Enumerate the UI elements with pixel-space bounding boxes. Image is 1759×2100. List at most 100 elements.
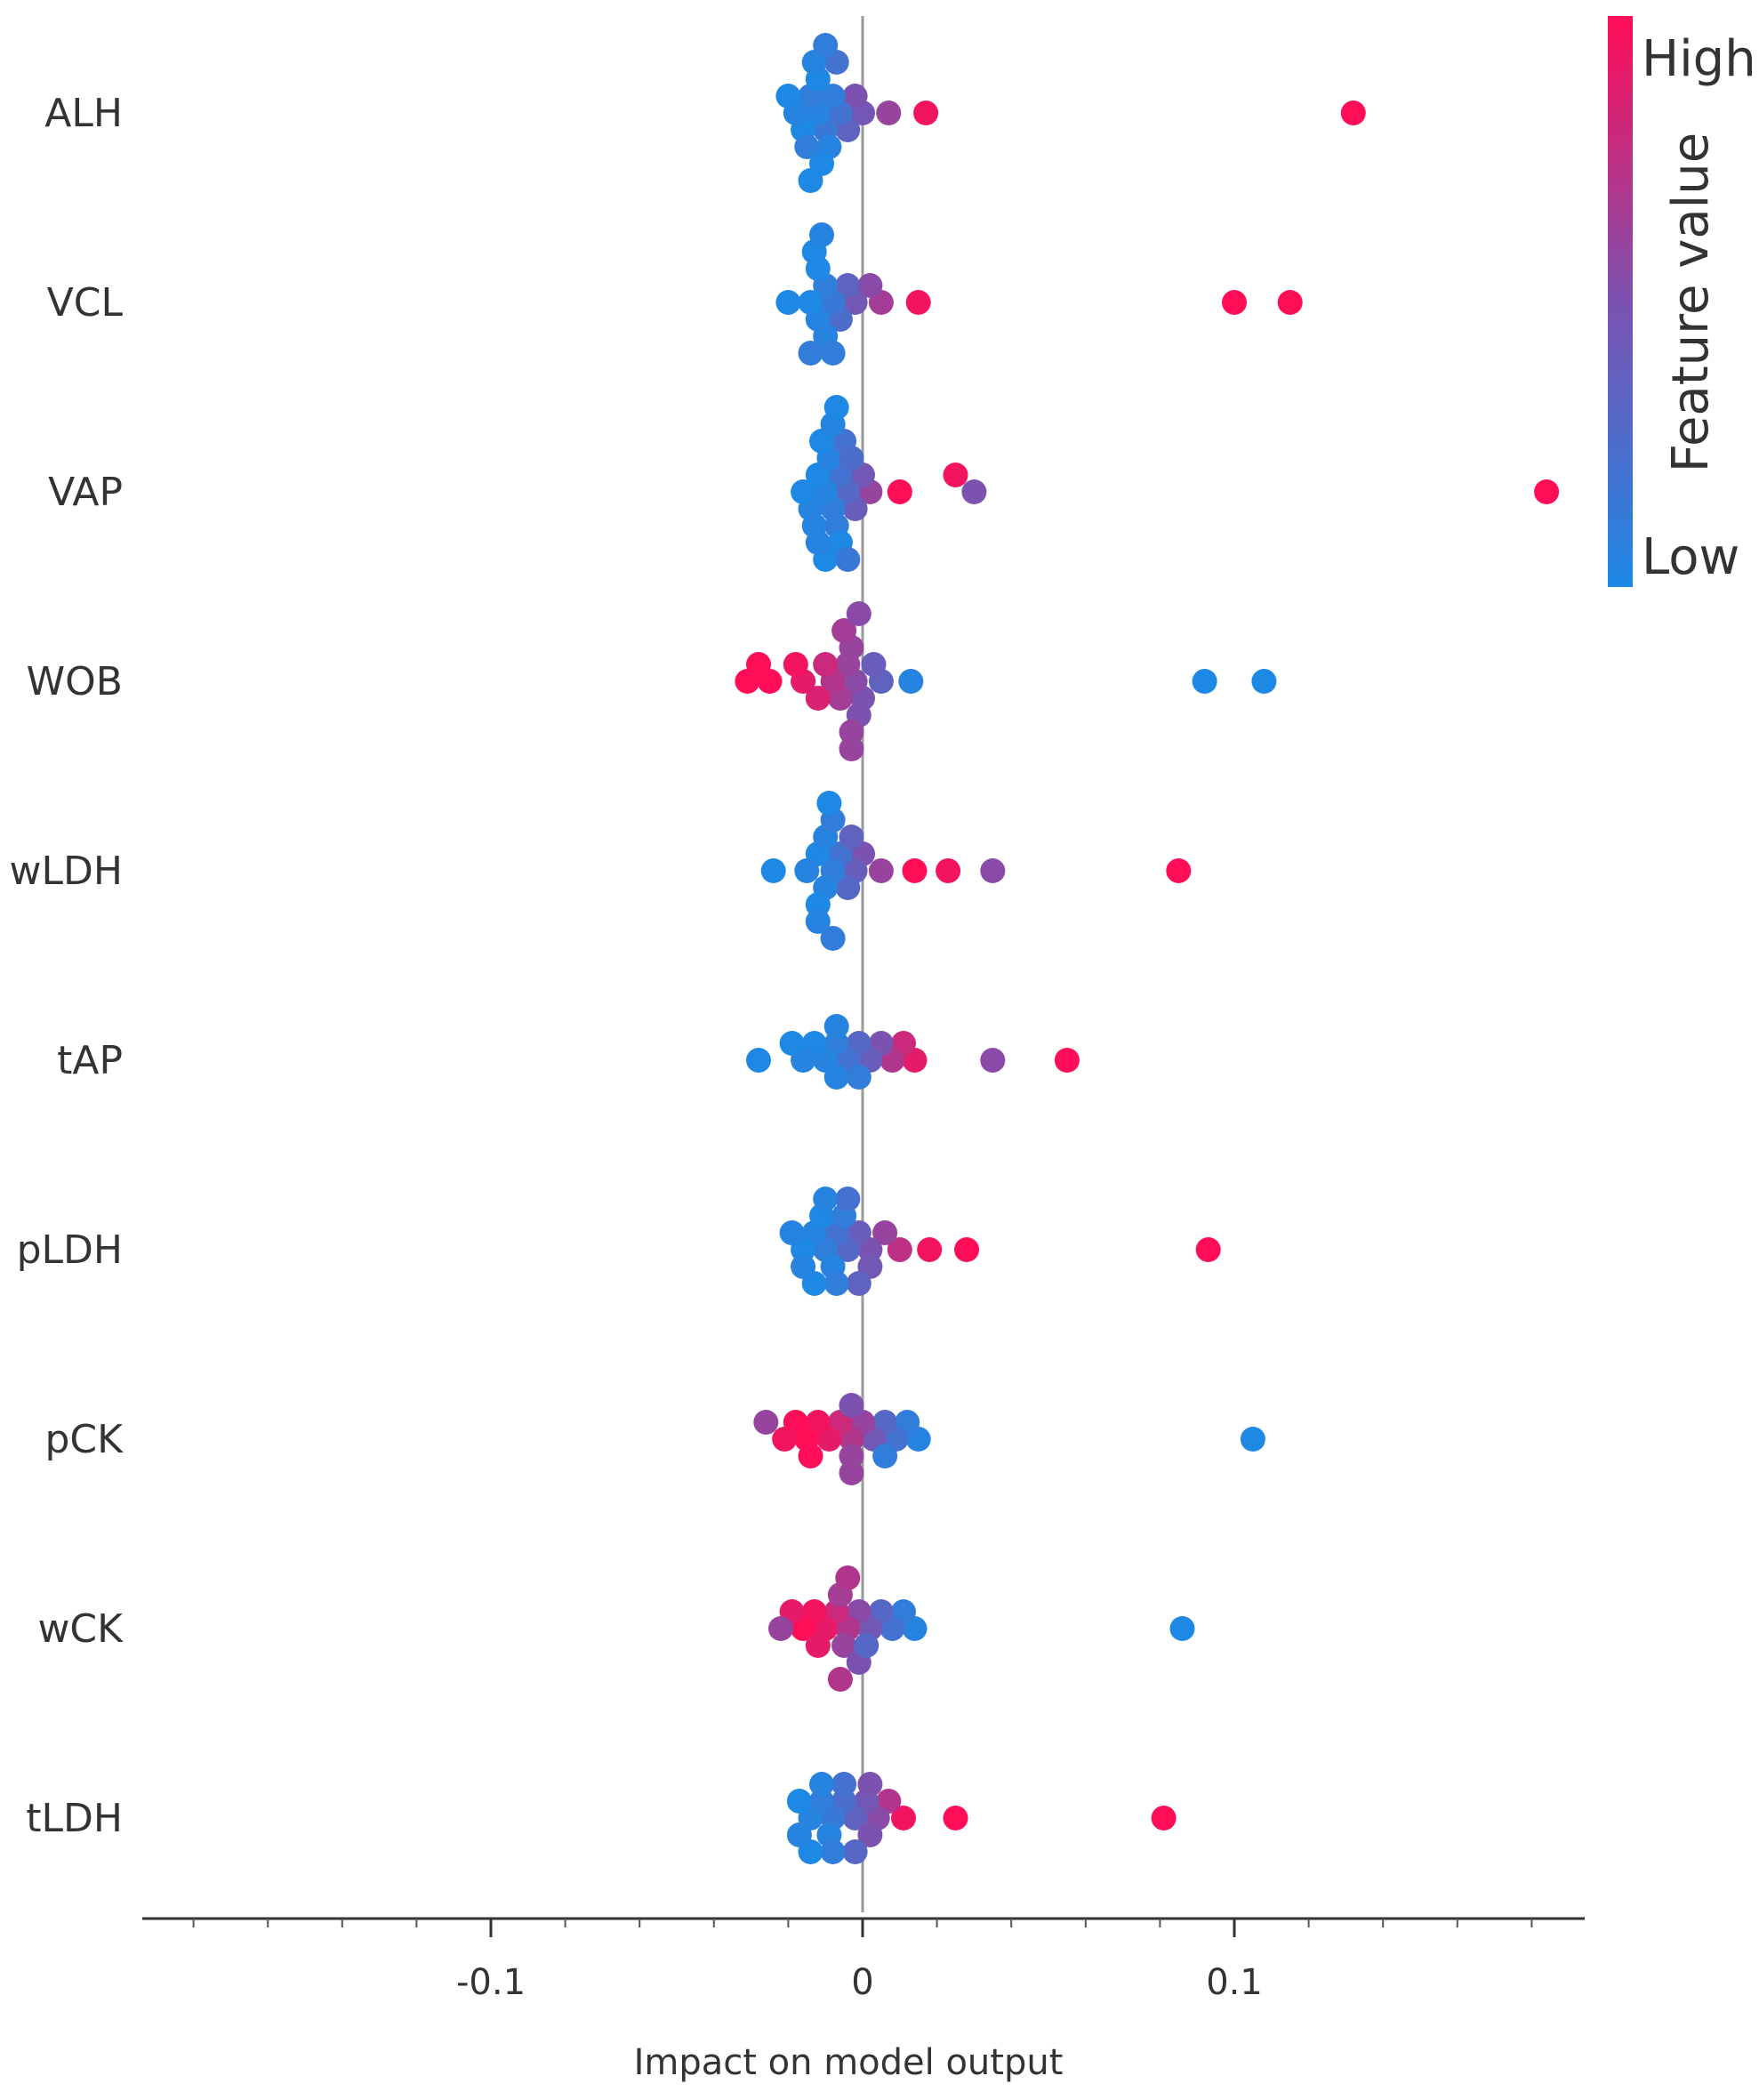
feature-labels: ALH VCL VAP WOB wLDH tAP pLDH pCK wCK tLDH [10,91,124,1841]
feature-label-vcl: VCL [47,280,124,326]
point-pldh-19 [823,1271,849,1296]
colorbar: High Low Feature value [1608,16,1756,587]
point-pldh-12 [779,1220,805,1245]
feature-label-wldh: wLDH [10,849,123,894]
feature-label-wck: wCK [37,1606,124,1652]
point-pck-0 [1240,1427,1265,1452]
point-vap-13 [791,479,816,504]
point-wob-4 [861,652,887,677]
point-pck-14 [753,1410,779,1435]
point-wob-16 [735,669,760,694]
point-wob-13 [783,652,808,677]
point-tldh-17 [820,1839,846,1864]
x-axis: -0.1 0 0.1 Impact on model output [142,1917,1585,2083]
point-wldh-0 [1166,858,1192,883]
point-wck-17 [835,1565,861,1590]
point-wldh-18 [805,909,831,934]
point-tap-14 [746,1048,771,1073]
point-tap-17 [846,1065,871,1090]
point-vcl-0 [1277,290,1303,315]
feature-label-tap: tAP [57,1038,123,1083]
point-wldh-17 [839,825,864,849]
point-alh-17 [794,134,820,159]
point-vcl-2 [905,290,931,315]
colorbar-low-label: Low [1642,528,1739,586]
point-vap-2 [943,463,968,487]
point-wob-22 [839,736,864,761]
point-vcl-18 [798,341,823,366]
feature-label-pck: pCK [44,1417,124,1462]
point-tldh-11 [786,1789,812,1814]
point-tldh-16 [831,1772,857,1797]
point-tap-15 [823,1065,849,1090]
point-wck-14 [831,1633,857,1658]
point-tap-13 [779,1031,805,1056]
point-pldh-2 [917,1237,943,1262]
colorbar-high-label: High [1642,30,1756,88]
point-vap-0 [1534,479,1560,504]
point-pldh-0 [1195,1237,1221,1262]
point-pck-17 [839,1393,864,1418]
point-vcl-12 [775,290,801,315]
point-wck-19 [854,1633,880,1658]
point-wck-20 [827,1667,853,1692]
point-tldh-2 [891,1806,916,1830]
point-vcl-4 [857,273,883,298]
point-wldh-7 [835,875,861,900]
point-wck-0 [1169,1616,1195,1641]
point-pck-13 [772,1427,798,1452]
point-pldh-3 [887,1237,912,1262]
point-pldh-20 [813,1187,839,1211]
point-alh-13 [775,84,801,109]
x-axis-major-ticks [489,1919,1236,1937]
point-wldh-3 [902,858,928,883]
point-wldh-12 [794,858,820,883]
point-wldh-1 [980,858,1006,883]
point-vap-25 [823,395,849,420]
point-vcl-11 [798,290,823,315]
point-tldh-15 [842,1839,868,1864]
point-tap-0 [1054,1048,1080,1073]
point-alh-4 [842,84,868,109]
point-vcl-17 [809,222,834,247]
point-alh-1 [913,101,939,125]
feature-label-tldh: tLDH [26,1796,123,1841]
point-tap-16 [823,1014,849,1039]
x-tick-label: 0 [851,1962,873,2003]
point-wck-13 [768,1616,793,1641]
point-vcl-16 [820,341,846,366]
point-alh-0 [1340,101,1366,125]
point-alh-21 [798,168,823,193]
point-alh-2 [876,101,902,125]
point-alh-7 [820,84,846,109]
point-wob-0 [1251,669,1277,694]
point-pldh-17 [846,1271,871,1296]
point-pldh-18 [835,1187,861,1211]
point-tldh-13 [857,1822,883,1847]
point-wldh-20 [820,926,846,951]
x-tick-label: 0.1 [1206,1962,1263,2003]
x-axis-minor-ticks [192,1919,1533,1927]
feature-label-alh: ALH [44,91,123,136]
colorbar-gradient [1608,16,1633,587]
point-pldh-22 [791,1254,816,1279]
beeswarm-points [735,33,1560,1864]
point-tldh-20 [786,1822,812,1847]
point-wob-1 [1192,669,1217,694]
point-tldh-14 [857,1772,883,1797]
x-axis-title: Impact on model output [634,2042,1064,2083]
point-wldh-4 [868,858,894,883]
point-wob-21 [846,601,871,626]
point-tldh-0 [1151,1806,1177,1830]
point-vap-24 [805,530,831,555]
point-tldh-1 [943,1806,968,1830]
point-pck-16 [798,1444,823,1468]
point-wob-10 [813,652,839,677]
point-vap-21 [835,547,861,572]
point-wck-18 [805,1633,831,1658]
feature-label-wob: WOB [27,659,123,704]
point-wldh-19 [816,791,842,816]
point-wob-19 [831,618,857,643]
point-tap-1 [980,1048,1006,1073]
